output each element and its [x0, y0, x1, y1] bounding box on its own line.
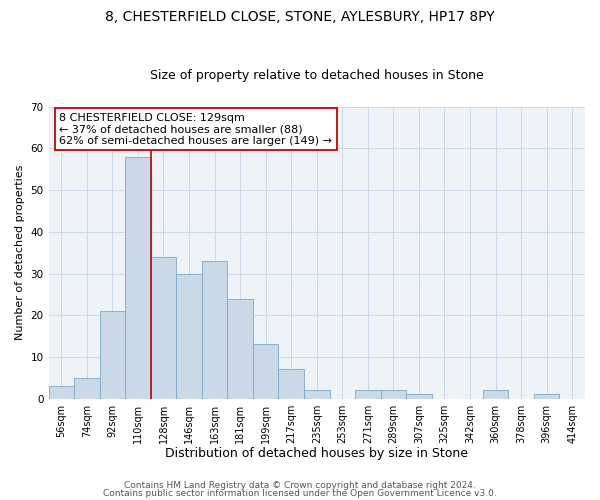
Bar: [253, 344, 278, 399]
Bar: [176, 274, 202, 398]
Bar: [483, 390, 508, 398]
Bar: [406, 394, 432, 398]
Bar: [202, 261, 227, 398]
Bar: [49, 386, 74, 398]
Title: Size of property relative to detached houses in Stone: Size of property relative to detached ho…: [150, 69, 484, 82]
Bar: [278, 370, 304, 398]
Bar: [125, 157, 151, 398]
Bar: [304, 390, 329, 398]
Bar: [227, 298, 253, 398]
Text: Contains public sector information licensed under the Open Government Licence v3: Contains public sector information licen…: [103, 488, 497, 498]
Bar: [380, 390, 406, 398]
Bar: [534, 394, 559, 398]
Bar: [100, 311, 125, 398]
Bar: [355, 390, 380, 398]
Text: 8 CHESTERFIELD CLOSE: 129sqm
← 37% of detached houses are smaller (88)
62% of se: 8 CHESTERFIELD CLOSE: 129sqm ← 37% of de…: [59, 112, 332, 146]
X-axis label: Distribution of detached houses by size in Stone: Distribution of detached houses by size …: [165, 447, 468, 460]
Bar: [151, 257, 176, 398]
Y-axis label: Number of detached properties: Number of detached properties: [15, 165, 25, 340]
Text: 8, CHESTERFIELD CLOSE, STONE, AYLESBURY, HP17 8PY: 8, CHESTERFIELD CLOSE, STONE, AYLESBURY,…: [105, 10, 495, 24]
Text: Contains HM Land Registry data © Crown copyright and database right 2024.: Contains HM Land Registry data © Crown c…: [124, 481, 476, 490]
Bar: [74, 378, 100, 398]
